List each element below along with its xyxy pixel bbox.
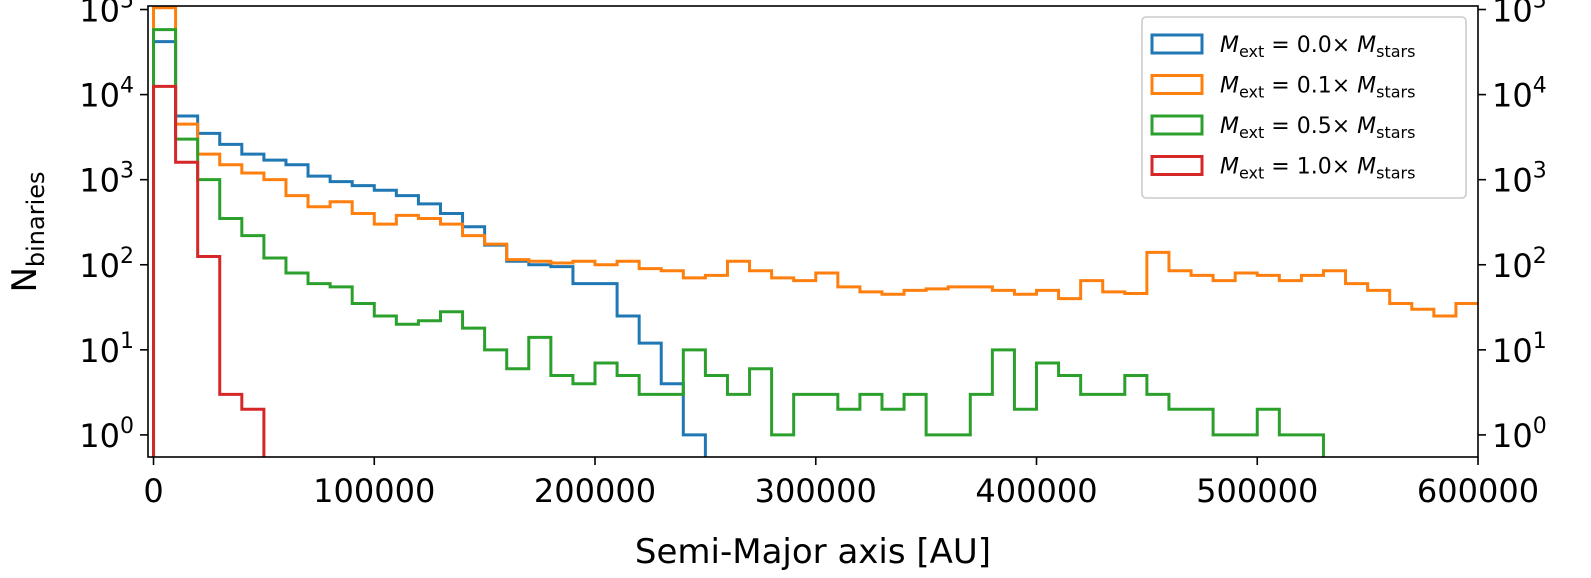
x-tick-label-6: 600000 (1417, 472, 1539, 510)
y-tick-label-right-1: 101 (1492, 329, 1547, 370)
y-tick-label-right-0: 100 (1492, 414, 1547, 455)
x-tick-label-5: 500000 (1196, 472, 1318, 510)
y-tick-label-left-2: 102 (79, 244, 134, 285)
y-tick-label-left-5: 105 (79, 0, 134, 30)
series-line-2 (152, 28, 1325, 457)
y-tick-label-left-0: 100 (79, 414, 134, 455)
legend-label-0: Mext = 0.0× Mstars (1220, 33, 1415, 61)
y-tick-label-right-4: 104 (1492, 74, 1547, 115)
y-tick-label-left-3: 103 (79, 159, 134, 200)
y-tick-label-left-4: 104 (79, 74, 134, 115)
series-line-1 (152, 6, 1478, 457)
legend-swatch-3 (1150, 155, 1204, 176)
ticks-layer: 0 100000 200000 300000 400000 500000 600000 100… (79, 0, 1546, 510)
legend-label-2: Mext = 0.5× Mstars (1220, 114, 1415, 142)
x-tick-label-3: 300000 (755, 472, 877, 510)
legend-swatch-1 (1150, 74, 1204, 95)
plot-frame (147, 5, 1479, 458)
y-tick-label-right-2: 102 (1492, 244, 1547, 285)
x-tick-label-1: 100000 (313, 472, 435, 510)
y-tick-label-right-3: 103 (1492, 159, 1547, 200)
y-axis-label: Nbinaries (5, 171, 50, 292)
svg-text:Nbinaries: Nbinaries (5, 171, 50, 292)
series-line-3 (152, 84, 266, 457)
y-tick-label-right-5: 105 (1492, 0, 1547, 30)
x-tick-label-4: 400000 (975, 472, 1097, 510)
legend-swatch-2 (1150, 114, 1204, 136)
legend-box (1141, 16, 1467, 199)
y-axis-label-sub: binaries (22, 171, 50, 267)
x-axis-label: Semi-Major axis [AU] (635, 532, 991, 572)
legend-swatch-0 (1150, 33, 1204, 55)
legend-label-3: Mext = 1.0× Mstars (1220, 155, 1415, 183)
y-tick-label-left-1: 101 (79, 329, 134, 370)
x-tick-label-2: 200000 (534, 472, 656, 510)
legend: Mext = 0.0× Mstars Mext = 0.1× Mstars Mext… (1141, 16, 1467, 199)
series-layer (152, 6, 1478, 457)
x-tick-label-0: 0 (143, 472, 163, 510)
series-line-0 (152, 40, 707, 457)
y-axis-label-main: N (5, 267, 45, 292)
legend-label-1: Mext = 0.1× Mstars (1220, 74, 1415, 102)
